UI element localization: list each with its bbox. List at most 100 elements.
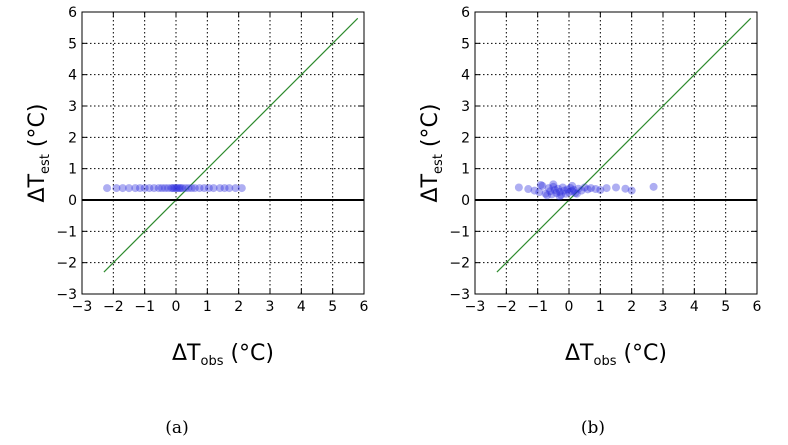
grid-lines-a — [82, 12, 364, 294]
scatter-point — [168, 184, 177, 193]
scatter-point — [538, 181, 547, 190]
plot-frame-a — [81, 11, 365, 295]
x-tick-label: −3 — [72, 299, 93, 315]
x-tick-label: 5 — [721, 299, 730, 315]
scatter-point — [175, 184, 184, 193]
scatter-point — [103, 184, 112, 193]
scatter-point — [602, 184, 611, 193]
scatter-point — [569, 185, 578, 194]
scatter-point — [225, 184, 234, 193]
panel-a: −3−3 −2 −2 −1 −1 0 0 1 1 2 2 3 3 4 4 5 5 6 6 ΔTobs (°C) ΔT… — [25, 5, 369, 438]
scatter-point — [612, 183, 620, 192]
scatter-point — [176, 184, 185, 193]
x-tick-label: 6 — [360, 299, 369, 315]
tick-labels-b: −3−3 −2 −2 −1 −1 0 0 1 1 2 2 3 3 4 4 5 5 6 6 — [449, 5, 761, 315]
scatter-point — [535, 188, 544, 197]
scatter-point — [195, 184, 204, 193]
x-tick-label: 2 — [234, 299, 243, 315]
y-tick-label: 6 — [68, 5, 77, 21]
scatter-point — [568, 181, 577, 190]
y-axis-label-a: ΔTest (°C) — [25, 104, 53, 203]
x-tick-label: −1 — [527, 299, 548, 315]
scatter-point — [231, 184, 240, 193]
y-tick-label: 1 — [68, 162, 77, 178]
y-tick-label: 5 — [461, 36, 470, 52]
scatter-point — [209, 184, 218, 193]
scatter-point — [184, 184, 193, 193]
y-tick-label: 6 — [461, 5, 470, 21]
scatter-point — [536, 180, 545, 189]
scatter-point — [583, 185, 592, 194]
scatter-point — [131, 184, 140, 193]
scatter-point — [554, 184, 563, 193]
scatter-point — [118, 184, 127, 193]
y-tick-label: 3 — [461, 99, 470, 115]
y-tick-label: 2 — [461, 130, 470, 146]
x-tick-label: 3 — [266, 299, 275, 315]
scatter-point — [547, 190, 556, 199]
x-tick-label: −1 — [134, 299, 155, 315]
scatter-point — [187, 184, 196, 193]
scatter-point — [649, 182, 658, 191]
x-tick-label: 0 — [172, 299, 181, 315]
y-tick-label: 1 — [461, 162, 470, 178]
scatter-point — [568, 187, 577, 196]
scatter-point — [204, 184, 213, 193]
y-tick-label: −1 — [449, 224, 470, 240]
scatter-point — [557, 190, 566, 199]
scatter-point — [200, 184, 209, 193]
scatter-point — [591, 185, 600, 194]
scatter-point — [164, 184, 173, 193]
y-tick-label: −1 — [56, 224, 77, 240]
scatter-point — [550, 185, 559, 194]
x-tick-label: 0 — [565, 299, 574, 315]
identity-line — [496, 17, 752, 273]
y-tick-label: −2 — [449, 256, 470, 272]
scatter-point — [555, 187, 564, 196]
x-tick-label: 1 — [203, 299, 212, 315]
x-tick-label: 4 — [297, 299, 306, 315]
scatter-point — [530, 186, 539, 195]
scatter-point — [181, 184, 190, 193]
scatter-point — [543, 191, 552, 200]
x-tick-label: 5 — [328, 299, 337, 315]
x-axis-label-b: ΔTobs (°C) — [565, 341, 667, 369]
scatter-point — [574, 184, 583, 193]
y-tick-label: 3 — [68, 99, 77, 115]
scatter-point — [572, 189, 581, 198]
x-tick-label: 1 — [596, 299, 605, 315]
scatter-point — [563, 185, 572, 194]
scatter-point — [215, 184, 224, 193]
reference-lines-a — [82, 17, 364, 273]
scatter-point — [565, 188, 573, 197]
scatter-point — [541, 189, 550, 198]
scatter-point — [154, 184, 163, 193]
caption-a: (a) — [165, 418, 188, 438]
scatter-point — [549, 182, 558, 191]
x-tick-label: −2 — [496, 299, 517, 315]
scatter-point — [561, 189, 570, 198]
scatter-points-a — [103, 184, 246, 193]
y-tick-label: −3 — [56, 287, 77, 303]
y-axis-label-b: ΔTest (°C) — [418, 104, 446, 203]
scatter-point — [220, 184, 229, 193]
scatter-point — [190, 184, 199, 193]
scatter-point — [621, 184, 630, 193]
scatter-point — [571, 189, 580, 198]
tick-labels-a: −3−3 −2 −2 −1 −1 0 0 1 1 2 2 3 3 4 4 5 5 6 6 — [56, 5, 368, 315]
scatter-point — [173, 184, 182, 193]
scatter-point — [178, 184, 187, 193]
scatter-point — [544, 184, 553, 193]
y-tick-label: 2 — [68, 130, 77, 146]
y-tick-label: 0 — [461, 193, 470, 209]
x-tick-label: 2 — [627, 299, 636, 315]
scatter-point — [150, 184, 159, 193]
scatter-point — [135, 184, 144, 193]
scatter-point — [157, 184, 166, 193]
caption-b: (b) — [581, 418, 605, 438]
scatter-point — [161, 184, 170, 193]
scatter-point — [237, 184, 246, 193]
scatter-point — [125, 184, 133, 193]
y-tick-label: −3 — [449, 287, 470, 303]
